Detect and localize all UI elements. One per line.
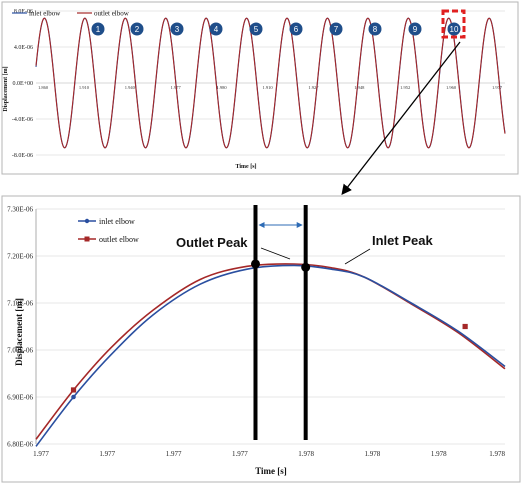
cycle-marker-circle [91, 22, 105, 36]
overview-y-tick-label: 4.0E-06 [14, 45, 33, 51]
zoom-legend: inlet elbow outlet elbow [78, 217, 139, 244]
zoom-inlet-marker [71, 394, 76, 400]
zoom-y-tick-label: 6.80E-06 [7, 440, 33, 448]
cycle-marker-circle [329, 22, 343, 36]
overview-zero-line-label: 1.860 [38, 85, 49, 90]
zoom-outlet-marker [462, 323, 468, 330]
cycle-marker-circle [447, 22, 461, 36]
cycle-marker-circle [368, 22, 382, 36]
cycle-marker-circle [249, 22, 263, 36]
zoom-series-markers [70, 323, 468, 400]
zoom-outlet-series [35, 263, 506, 440]
zoom-y-tick-label: 7.20E-06 [7, 252, 33, 260]
overview-outlet-series [35, 17, 506, 149]
zoom-x-tick-label: 1.978 [431, 450, 447, 458]
overview-zero-line-label: 1.910 [262, 85, 273, 90]
cycle-marker-label: 1 [96, 25, 101, 34]
overview-zero-line-label: 1.940 [125, 85, 136, 90]
overview-legend: inlet elbow outlet elbow [12, 10, 130, 18]
inlet-peak-label: Inlet Peak [372, 233, 433, 248]
cycle-marker-7: 7 [329, 22, 343, 36]
zoom-grid [35, 208, 505, 445]
zoom-legend-inlet-marker [84, 218, 90, 224]
cycle-marker-2: 2 [130, 22, 144, 36]
zoom-x-tick-label: 1.977 [232, 450, 248, 458]
zoom-y-axis-label: Displacement [m] [14, 298, 24, 366]
zoom-x-tick-label: 1.977 [33, 450, 49, 458]
cycle-marker-8: 8 [368, 22, 382, 36]
overview-chart: 8.0E-06 4.0E-06 0.0E+00 -4.0E-06 -8.0E-06 1.… [1, 1, 519, 175]
cycle-marker-10: 10 [447, 22, 461, 36]
cycle-marker-label: 6 [294, 25, 299, 34]
outlet-peak-label: Outlet Peak [176, 235, 248, 250]
cycle-marker-label: 4 [214, 25, 219, 34]
overview-y-ticks: 8.0E-06 4.0E-06 0.0E+00 -4.0E-06 -8.0E-06 [12, 9, 33, 159]
cycle-marker-circle [130, 22, 144, 36]
inlet-peak-pointer [344, 248, 371, 265]
overview-zero-line-label: 1.910 [79, 85, 90, 90]
zoom-y-tick-label: 7.30E-06 [7, 205, 33, 213]
cycle-marker-label: 7 [334, 25, 339, 34]
overview-zero-line-label: 1.927 [308, 85, 319, 90]
cycle-marker-4: 4 [209, 22, 223, 36]
zoom-inlet-series [35, 264, 506, 447]
cycle-marker-label: 5 [254, 25, 259, 34]
zoom-x-tick-label: 1.977 [99, 450, 115, 458]
overview-y-axis-label: Displacement [m] [3, 66, 9, 111]
cycle-marker-label: 2 [135, 25, 140, 34]
zoom-legend-outlet-label: outlet elbow [99, 235, 139, 244]
cycle-marker-circle [289, 22, 303, 36]
zoom-y-ticks: 7.30E-06 7.20E-06 7.10E-06 7.00E-06 6.90E-06… [7, 205, 33, 448]
cycle-marker-circle [408, 22, 422, 36]
cycle-marker-label: 9 [413, 25, 418, 34]
zoom-x-tick-label: 1.978 [365, 450, 381, 458]
overview-y-tick-label: -4.0E-06 [12, 117, 33, 123]
cycle-marker-1: 1 [91, 22, 105, 36]
legend-outlet-label: outlet elbow [94, 10, 130, 18]
zoom-connector-arrow [341, 41, 461, 196]
highlighted-cycle-box [441, 9, 466, 39]
overview-y-tick-label: 8.0E-06 [14, 9, 33, 15]
zoom-y-tick-label: 7.00E-06 [7, 346, 33, 354]
zoom-outlet-marker [70, 387, 77, 393]
zoom-x-axis-label: Time [s] [255, 466, 287, 476]
inlet-peak-dot [301, 262, 311, 272]
legend-inlet-label: inlet elbow [29, 10, 61, 18]
cycle-marker-5: 5 [249, 22, 263, 36]
cycle-marker-label: 8 [373, 25, 378, 34]
overview-zero-line-label: 1.948 [354, 85, 365, 90]
zoom-x-ticks: 1.977 1.977 1.977 1.977 1.978 1.978 1.978 1.978 [33, 450, 505, 458]
zoom-chart-frame [1, 195, 521, 483]
cycle-marker-circle [170, 22, 184, 36]
zoom-y-tick-label: 6.90E-06 [7, 393, 33, 401]
cycle-marker-circle [209, 22, 223, 36]
outlet-peak-pointer [260, 247, 291, 260]
overview-grid [36, 10, 505, 156]
overview-x-axis-label: Time [s] [235, 164, 256, 170]
zoom-x-tick-label: 1.978 [489, 450, 505, 458]
overview-y-tick-label: 0.0E+00 [12, 81, 33, 87]
zoom-x-tick-label: 1.978 [298, 450, 314, 458]
cycle-markers: 1 2 3 4 5 6 7 8 9 10 [91, 22, 461, 36]
cycle-marker-9: 9 [408, 22, 422, 36]
overview-zero-line-label: 1.960 [446, 85, 457, 90]
zoom-y-tick-label: 7.10E-06 [7, 299, 33, 307]
overview-zero-line-label: 1.952 [400, 85, 410, 90]
zoom-chart: 7.30E-06 7.20E-06 7.10E-06 7.00E-06 6.90E-06… [1, 195, 521, 483]
zoom-legend-outlet-marker [84, 236, 90, 242]
outlet-peak-dot [250, 259, 260, 269]
overview-zero-line-label: 1.980 [217, 85, 228, 90]
overview-y-tick-label: -8.0E-06 [12, 153, 33, 159]
overview-zero-line-label: 1.977 [492, 85, 503, 90]
cycle-marker-6: 6 [289, 22, 303, 36]
zoom-x-tick-label: 1.977 [166, 450, 182, 458]
cycle-marker-3: 3 [170, 22, 184, 36]
zoom-legend-inlet-label: inlet elbow [99, 217, 135, 226]
cycle-marker-label: 10 [450, 25, 459, 34]
cycle-marker-label: 3 [175, 25, 180, 34]
